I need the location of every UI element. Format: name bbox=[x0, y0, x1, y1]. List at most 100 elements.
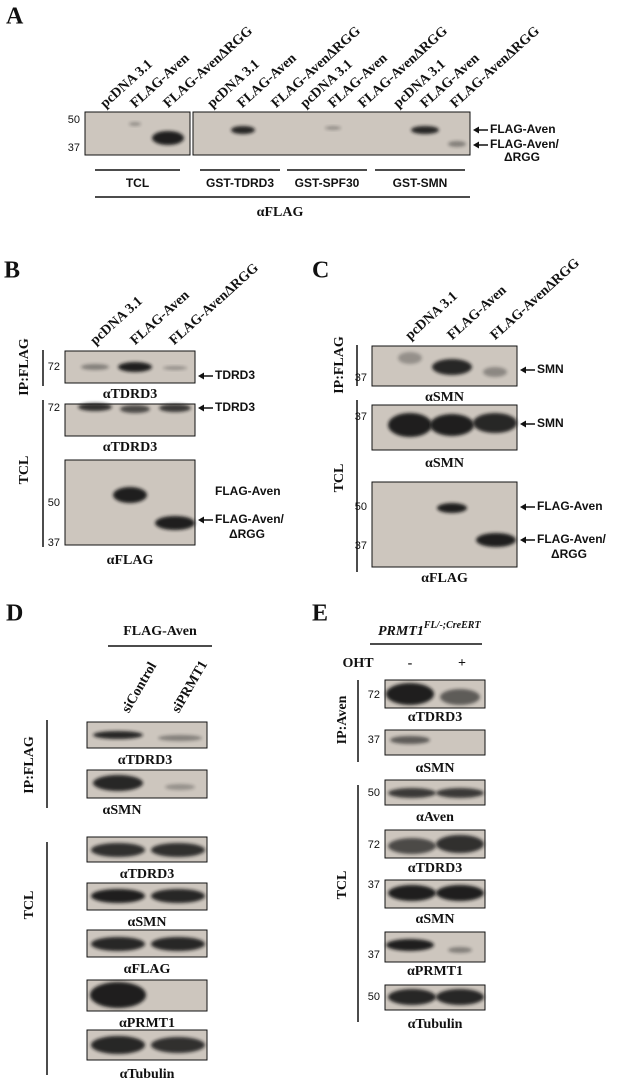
marker: 37 bbox=[368, 949, 380, 961]
marker: 50 bbox=[355, 501, 367, 513]
band-label: ΔRGG bbox=[551, 547, 587, 561]
band bbox=[388, 885, 436, 901]
band bbox=[432, 359, 472, 375]
band bbox=[120, 405, 150, 413]
marker: 50 bbox=[48, 497, 60, 509]
band bbox=[436, 885, 484, 901]
band bbox=[165, 784, 195, 790]
group-label: GST-SMN bbox=[393, 176, 448, 190]
band bbox=[448, 947, 472, 953]
band-label: SMN bbox=[537, 362, 564, 376]
marker: 50 bbox=[368, 991, 380, 1003]
lane-label: siPRMT1 bbox=[169, 658, 211, 715]
condition: - bbox=[408, 656, 413, 671]
band bbox=[78, 403, 112, 411]
marker: 37 bbox=[368, 879, 380, 891]
band-label: TDRD3 bbox=[215, 400, 255, 414]
band bbox=[436, 989, 484, 1005]
band bbox=[91, 889, 145, 903]
band bbox=[436, 835, 484, 853]
arrow-head bbox=[198, 516, 204, 524]
panel-letter: B bbox=[4, 258, 20, 284]
section-label: TCL bbox=[17, 456, 32, 485]
antibody-label: αTDRD3 bbox=[120, 867, 174, 882]
band-label: FLAG-Aven/ bbox=[537, 532, 607, 546]
group-label: GST-SPF30 bbox=[295, 176, 360, 190]
panel-letter: E bbox=[312, 601, 328, 627]
antibody-label: αSMN bbox=[425, 456, 464, 471]
antibody-label: αFLAG bbox=[124, 962, 171, 977]
group-label: GST-TDRD3 bbox=[206, 176, 274, 190]
antibody-label: αSMN bbox=[128, 915, 167, 930]
band bbox=[388, 413, 432, 437]
panel-letter: D bbox=[6, 601, 23, 627]
band bbox=[129, 122, 141, 126]
antibody-label: αTDRD3 bbox=[408, 710, 462, 725]
band bbox=[118, 362, 152, 372]
antibody-label: αFLAG bbox=[421, 571, 468, 586]
panel-letter: C bbox=[312, 258, 329, 284]
band bbox=[476, 533, 516, 547]
marker: 72 bbox=[48, 402, 60, 414]
band bbox=[151, 843, 205, 857]
band bbox=[81, 364, 109, 370]
band bbox=[388, 788, 436, 798]
antibody-label: αAven bbox=[416, 810, 454, 825]
marker: 50 bbox=[368, 787, 380, 799]
marker: 37 bbox=[368, 734, 380, 746]
band bbox=[430, 414, 474, 436]
marker: 37 bbox=[355, 411, 367, 423]
band bbox=[436, 788, 484, 798]
section-label: IP:FLAG bbox=[17, 338, 32, 396]
genotype-superscript: FL/-;CreERT bbox=[423, 620, 482, 631]
arrow-head bbox=[520, 420, 526, 428]
band bbox=[113, 487, 147, 503]
antibody-label: αFLAG bbox=[257, 205, 304, 220]
band bbox=[390, 736, 430, 744]
band-label: FLAG-Aven/ bbox=[215, 512, 285, 526]
marker: 50 bbox=[68, 114, 80, 126]
section-label: TCL bbox=[335, 871, 350, 900]
band bbox=[386, 939, 434, 951]
band bbox=[163, 366, 187, 370]
marker: 72 bbox=[368, 839, 380, 851]
band bbox=[398, 352, 422, 364]
section-label: TCL bbox=[22, 891, 37, 920]
band-label: FLAG-Aven/ bbox=[490, 137, 560, 151]
band bbox=[91, 1036, 145, 1054]
section-label: TCL bbox=[332, 464, 347, 493]
band bbox=[151, 1037, 205, 1053]
band-label: FLAG-Aven bbox=[490, 122, 556, 136]
antibody-label: αSMN bbox=[416, 912, 455, 927]
band bbox=[231, 126, 255, 134]
arrow-head bbox=[473, 141, 479, 149]
genotype-name: PRMT1 bbox=[378, 624, 424, 639]
antibody-label: αTDRD3 bbox=[103, 387, 157, 402]
marker: 72 bbox=[48, 361, 60, 373]
group-label: TCL bbox=[126, 176, 149, 190]
band bbox=[151, 937, 205, 951]
band bbox=[152, 131, 184, 145]
section-label: IP:FLAG bbox=[22, 736, 37, 794]
band bbox=[440, 689, 480, 705]
marker: 37 bbox=[355, 540, 367, 552]
band bbox=[386, 683, 434, 705]
antibody-label: αPRMT1 bbox=[119, 1016, 175, 1031]
arrow-head bbox=[473, 126, 479, 134]
arrow-head bbox=[198, 372, 204, 380]
band-label: TDRD3 bbox=[215, 368, 255, 382]
antibody-label: αTDRD3 bbox=[103, 440, 157, 455]
band bbox=[325, 126, 341, 130]
section-label: IP:FLAG bbox=[332, 336, 347, 394]
band bbox=[151, 889, 205, 903]
band bbox=[91, 937, 145, 951]
antibody-label: αFLAG bbox=[107, 553, 154, 568]
band bbox=[158, 735, 202, 741]
antibody-label: αTubulin bbox=[408, 1017, 463, 1032]
marker: 37 bbox=[48, 537, 60, 549]
band bbox=[159, 404, 191, 412]
antibody-label: αSMN bbox=[425, 390, 464, 405]
band bbox=[93, 731, 143, 739]
band bbox=[91, 843, 145, 857]
